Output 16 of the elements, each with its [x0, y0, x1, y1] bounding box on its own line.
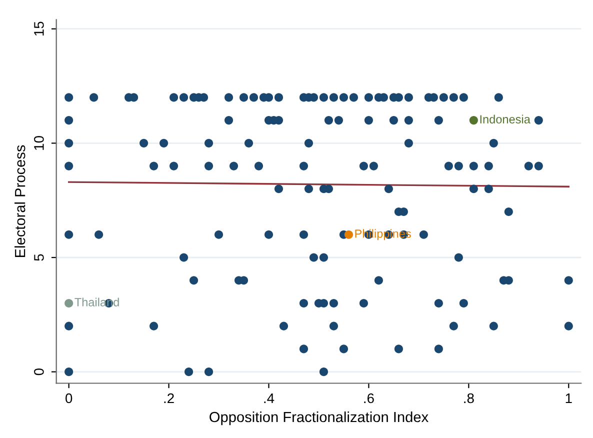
x-tick-label: .6	[364, 393, 374, 404]
y-tick-label: 10	[34, 136, 44, 150]
x-tick-label: .2	[164, 393, 174, 404]
x-tick-label: .8	[464, 393, 474, 404]
x-tick-label: .4	[264, 393, 274, 404]
x-tick-label: 1	[566, 393, 572, 404]
y-tick-label: 15	[34, 22, 44, 36]
y-tick-label: 5	[34, 254, 44, 261]
point	[344, 230, 354, 239]
point	[469, 116, 478, 125]
point	[64, 298, 74, 308]
y-tick-label: 0	[34, 368, 44, 376]
x-tick-label: 0	[66, 393, 72, 404]
x-axis-title: Opposition Fractionalization Index	[210, 411, 428, 426]
y-axis-title: Electoral Process	[14, 145, 26, 258]
series-label: Indonesia	[480, 114, 530, 124]
